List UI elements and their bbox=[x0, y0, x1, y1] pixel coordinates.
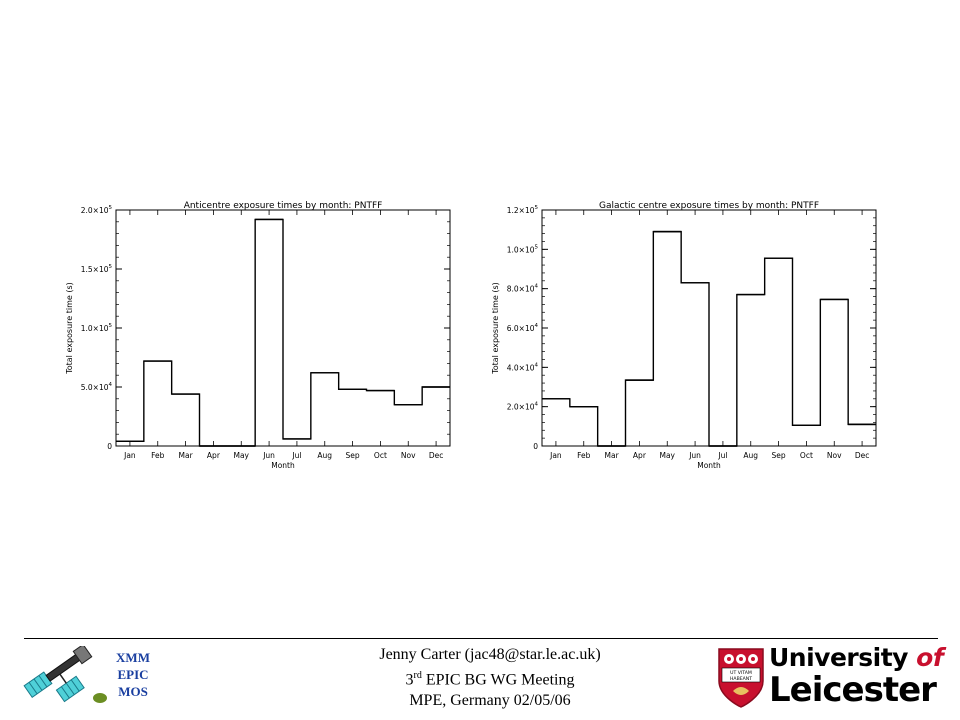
galactic-svg: Galactic centre exposure times by month:… bbox=[491, 201, 877, 470]
anticentre-ytick-exp: 4 bbox=[109, 382, 113, 388]
galactic-xtick-label: Jul bbox=[717, 451, 727, 460]
galactic-ytick-label: 2.0×104 bbox=[507, 402, 539, 412]
galactic-ytick-exp: 4 bbox=[535, 402, 539, 408]
meeting-line: 3rd EPIC BG WG Meeting bbox=[300, 665, 680, 690]
galactic-xtick-label: Mar bbox=[605, 451, 620, 460]
anticentre-xtick-label: Dec bbox=[429, 451, 444, 460]
galactic-xtick-label: Oct bbox=[800, 451, 813, 460]
anticentre-xtick-label: Nov bbox=[401, 451, 416, 460]
galactic-xtick-label: Apr bbox=[633, 451, 647, 460]
anticentre-ytick-label: 5.0×104 bbox=[81, 382, 113, 392]
anticentre-step-line bbox=[116, 218, 450, 447]
university-word: University of bbox=[769, 643, 944, 672]
anticentre-ytick-exp: 5 bbox=[109, 323, 113, 329]
galactic-ytick-label: 0 bbox=[533, 442, 538, 451]
anticentre-svg: Anticentre exposure times by month: PNTF… bbox=[65, 201, 451, 470]
galactic-ytick-label: 6.0×104 bbox=[507, 323, 539, 333]
anticentre-xtick-label: May bbox=[233, 451, 249, 460]
anticentre-xtick-label: Sep bbox=[346, 451, 360, 460]
anticentre-xtick-label: Apr bbox=[207, 451, 221, 460]
xmm-label-line3: MOS bbox=[118, 684, 148, 699]
meeting-ordinal-suffix: rd bbox=[413, 670, 422, 681]
crest-motto: UT VITAM bbox=[730, 670, 752, 676]
crest-motto-2: HABEANT bbox=[730, 676, 752, 682]
anticentre-ytick-label: 0 bbox=[107, 442, 112, 451]
galactic-ytick-exp: 4 bbox=[535, 362, 539, 368]
anticentre-xtick-label: Jun bbox=[262, 451, 275, 460]
anticentre-ytick-exp: 5 bbox=[109, 264, 113, 270]
anticentre-xtick-label: Oct bbox=[374, 451, 387, 460]
galactic-xtick-label: Nov bbox=[827, 451, 842, 460]
anticentre-xtick-label: Jul bbox=[291, 451, 301, 460]
galactic-xtick-label: Jan bbox=[549, 451, 562, 460]
anticentre-xtick-label: Feb bbox=[151, 451, 165, 460]
anticentre-title: Anticentre exposure times by month: PNTF… bbox=[184, 201, 383, 211]
galactic-ylabel: Total exposure time (s) bbox=[491, 282, 500, 375]
anticentre-ylabel: Total exposure time (s) bbox=[65, 282, 74, 375]
galactic-ytick-label: 1.2×105 bbox=[507, 205, 539, 215]
xmm-epic-mos-label: XMM EPIC MOS bbox=[108, 649, 158, 700]
galactic-xlabel: Month bbox=[697, 461, 721, 470]
footer-citation: Jenny Carter (jac48@star.le.ac.uk) 3rd E… bbox=[300, 644, 680, 711]
university-text: University bbox=[769, 643, 908, 672]
galactic-xtick-label: Feb bbox=[577, 451, 591, 460]
anticentre-ytick-label: 2.0×105 bbox=[81, 205, 113, 215]
galactic-ytick-label: 1.0×105 bbox=[507, 244, 539, 254]
author-line: Jenny Carter (jac48@star.le.ac.uk) bbox=[379, 646, 601, 663]
galactic-ytick-label: 8.0×104 bbox=[507, 284, 539, 294]
leicester-word: Leicester bbox=[769, 670, 937, 710]
galactic-xtick-label: Jun bbox=[688, 451, 701, 460]
xmm-satellite-icon bbox=[22, 643, 112, 712]
anticentre-ytick-label: 1.0×105 bbox=[81, 323, 113, 333]
anticentre-ytick-exp: 5 bbox=[109, 205, 113, 211]
galactic-ytick-exp: 4 bbox=[535, 323, 539, 329]
university-of-text: of bbox=[916, 643, 944, 672]
meeting-ordinal: 3 bbox=[405, 671, 414, 689]
galactic-title: Galactic centre exposure times by month:… bbox=[599, 201, 819, 211]
anticentre-xlabel: Month bbox=[271, 461, 295, 470]
galactic-centre-chart: Galactic centre exposure times by month:… bbox=[484, 200, 884, 475]
xmm-label-line1: XMM bbox=[116, 650, 150, 665]
galactic-xtick-label: Aug bbox=[743, 451, 758, 460]
university-of-leicester-logo: UT VITAM HABEANT University of Leicester bbox=[717, 643, 944, 711]
meeting-name: EPIC BG WG Meeting bbox=[421, 671, 575, 689]
anticentre-chart: Anticentre exposure times by month: PNTF… bbox=[58, 200, 458, 475]
location-date-line: MPE, Germany 02/05/06 bbox=[409, 692, 571, 710]
anticentre-ytick-label: 1.5×105 bbox=[81, 264, 113, 274]
galactic-xtick-label: May bbox=[659, 451, 675, 460]
galactic-ytick-exp: 5 bbox=[535, 244, 539, 250]
footer-divider bbox=[24, 638, 938, 639]
galactic-ytick-label: 4.0×104 bbox=[507, 362, 539, 372]
anticentre-xtick-label: Mar bbox=[179, 451, 194, 460]
anticentre-xtick-label: Jan bbox=[123, 451, 136, 460]
anticentre-xtick-label: Aug bbox=[317, 451, 332, 460]
xmm-label-line2: EPIC bbox=[117, 667, 149, 682]
leicester-crest-icon: UT VITAM HABEANT bbox=[718, 648, 764, 708]
galactic-xtick-label: Sep bbox=[772, 451, 786, 460]
galactic-step-line bbox=[542, 230, 876, 447]
galactic-ytick-exp: 4 bbox=[535, 284, 539, 290]
galactic-xtick-label: Dec bbox=[855, 451, 870, 460]
galactic-ytick-exp: 5 bbox=[535, 205, 539, 211]
